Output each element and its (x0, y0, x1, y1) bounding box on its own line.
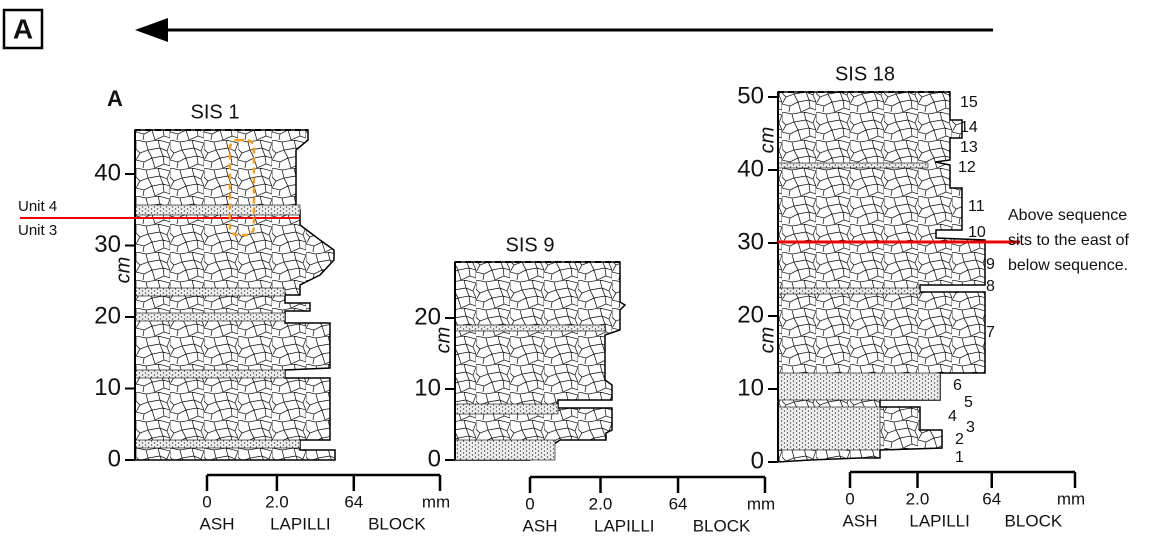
unit-label: Unit 4 (18, 198, 57, 215)
unit-number: 10 (968, 224, 986, 241)
grain-class: ASH (843, 511, 878, 530)
grain-class: ASH (523, 516, 558, 535)
fine-layer (134, 287, 286, 297)
unit-number: 12 (958, 159, 976, 176)
sequence-note: sits to the east of (1008, 232, 1130, 249)
axis-unit: cm (432, 327, 454, 354)
grain-tick-label: 2.0 (265, 492, 289, 511)
unit-number: 6 (953, 377, 962, 394)
unit-number: 5 (964, 394, 973, 411)
unit-number: 8 (986, 278, 995, 295)
column-title: SIS 9 (506, 234, 555, 256)
axis-unit: cm (756, 127, 778, 154)
sequence-note: below sequence. (1008, 257, 1128, 274)
grain-tick-label: 2.0 (906, 489, 930, 508)
panel-label: A (13, 13, 33, 44)
highlight-box (228, 138, 256, 237)
panel-label-box (2, 8, 44, 50)
unit-number: 7 (986, 324, 995, 341)
unit-number: 4 (948, 408, 957, 425)
stratigraphic-column (777, 91, 986, 463)
unit-label: Unit 3 (18, 222, 57, 239)
y-tick-label: 40 (94, 159, 121, 186)
y-tick-label: 20 (414, 303, 441, 330)
y-tick-label: 10 (94, 374, 121, 401)
arrow-head (135, 18, 168, 42)
sequence-note: Above sequence (1008, 207, 1127, 224)
y-tick-label: 50 (737, 82, 764, 109)
unit-number: 15 (960, 94, 978, 111)
y-tick-label: 0 (428, 445, 441, 472)
grain-tick-label: 64 (344, 492, 363, 511)
unit-number: 11 (968, 198, 985, 215)
grain-tick-label: 64 (982, 489, 1001, 508)
stratigraphic-column (454, 261, 627, 461)
grain-class: LAPILLI (594, 516, 655, 535)
y-tick-label: 30 (94, 231, 121, 258)
y-tick-label: 20 (737, 301, 764, 328)
grain-tick-label: 0 (202, 492, 211, 511)
fine-layer (134, 204, 301, 216)
fine-layer (454, 324, 606, 332)
fine-layer (134, 439, 301, 449)
column-title: SIS 18 (835, 63, 895, 85)
y-tick-label: 10 (414, 374, 441, 401)
grain-tick-label: 2.0 (589, 494, 613, 513)
grain-tick-label: 0 (845, 489, 854, 508)
grain-class: LAPILLI (270, 514, 331, 533)
axis-unit: cm (756, 327, 778, 354)
grain-tick-label: 0 (525, 494, 534, 513)
fine-layer (454, 439, 556, 461)
y-tick-label: 0 (751, 447, 764, 474)
grain-tick-label: mm (422, 492, 450, 511)
unit-number: 1 (955, 449, 964, 466)
y-tick-label: 10 (737, 374, 764, 401)
grain-class: LAPILLI (909, 511, 970, 530)
fine-layer (777, 372, 941, 401)
y-tick-label: 0 (108, 445, 121, 472)
grain-class: BLOCK (368, 514, 426, 533)
unit-number: 2 (955, 431, 964, 448)
fine-layer (777, 162, 929, 169)
y-tick-label: 40 (737, 155, 764, 182)
axis-unit: cm (112, 257, 134, 284)
unit-number: 13 (960, 139, 978, 156)
grain-class: BLOCK (693, 516, 751, 535)
fine-layer (777, 287, 921, 295)
fine-layer (777, 406, 881, 451)
grain-tick-label: mm (1057, 489, 1085, 508)
grain-tick-label: mm (747, 494, 775, 513)
grain-class: BLOCK (1005, 511, 1063, 530)
y-tick-label: 20 (94, 302, 121, 329)
unit-number: 3 (966, 419, 975, 436)
fine-layer (134, 312, 286, 322)
y-tick-label: 30 (737, 228, 764, 255)
column-label: A (107, 86, 123, 111)
unit-number: 14 (960, 119, 978, 136)
fine-layer (454, 403, 559, 415)
unit-number: 9 (986, 256, 995, 273)
grain-tick-label: 64 (669, 494, 688, 513)
grain-class: ASH (200, 514, 235, 533)
fine-layer (134, 369, 286, 379)
column-title: SIS 1 (191, 101, 240, 123)
